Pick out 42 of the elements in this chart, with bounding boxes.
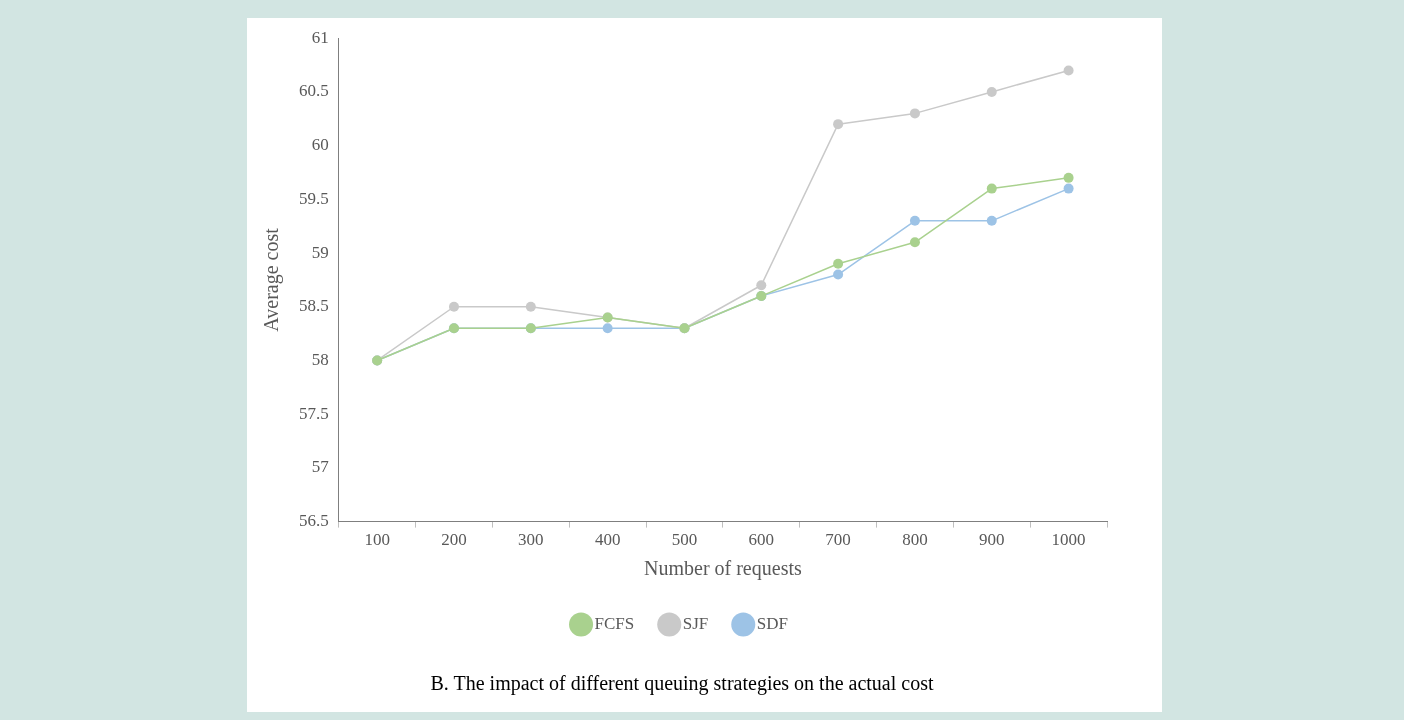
x-tick-label: 200	[441, 530, 467, 550]
y-tick-label: 61	[311, 27, 329, 47]
legend-label: SDF	[756, 613, 788, 633]
text: B. The impact of different queuing strategies on the actual cost	[430, 672, 934, 696]
x-tick-label: 700	[825, 530, 851, 550]
x-tick-label: 600	[748, 530, 775, 550]
point	[1063, 65, 1074, 76]
y-axis-title: Average cost	[260, 227, 284, 332]
y-tick-label: 59	[311, 242, 329, 262]
y-tick-label: 60.5	[299, 81, 329, 101]
point	[986, 183, 997, 194]
y-tick-label: 60	[311, 135, 329, 155]
point	[833, 258, 844, 269]
x-tick-label: 500	[671, 530, 698, 550]
legend-label: FCFS	[594, 613, 635, 633]
x-tick-label: 300	[518, 530, 544, 550]
x-tick-label: 900	[979, 530, 1005, 550]
x-tick-label: 100	[364, 530, 390, 550]
x-tick-label: 1000	[1051, 530, 1086, 550]
x-tick-label: 800	[902, 530, 928, 550]
y-tick-label: 58	[311, 349, 329, 369]
point	[1063, 183, 1074, 194]
y-tick-label: 56.5	[299, 511, 329, 531]
point	[602, 323, 613, 334]
point	[525, 301, 536, 312]
x-tick-label: 400	[594, 530, 621, 550]
point	[909, 108, 920, 119]
y-tick-label: 57.5	[299, 403, 329, 423]
point	[833, 119, 844, 130]
point	[833, 269, 844, 280]
point	[986, 215, 997, 226]
y-tick-label: 59.5	[299, 188, 329, 208]
point	[909, 237, 920, 248]
y-tick-label: 58.5	[299, 296, 329, 316]
point	[986, 86, 997, 97]
point	[756, 280, 767, 291]
point	[448, 301, 459, 312]
x-axis-title: Number of requests	[644, 557, 802, 581]
point	[1063, 172, 1074, 183]
y-tick-label: 57	[311, 457, 330, 477]
point	[909, 215, 920, 226]
legend-label: SJF	[682, 613, 709, 633]
